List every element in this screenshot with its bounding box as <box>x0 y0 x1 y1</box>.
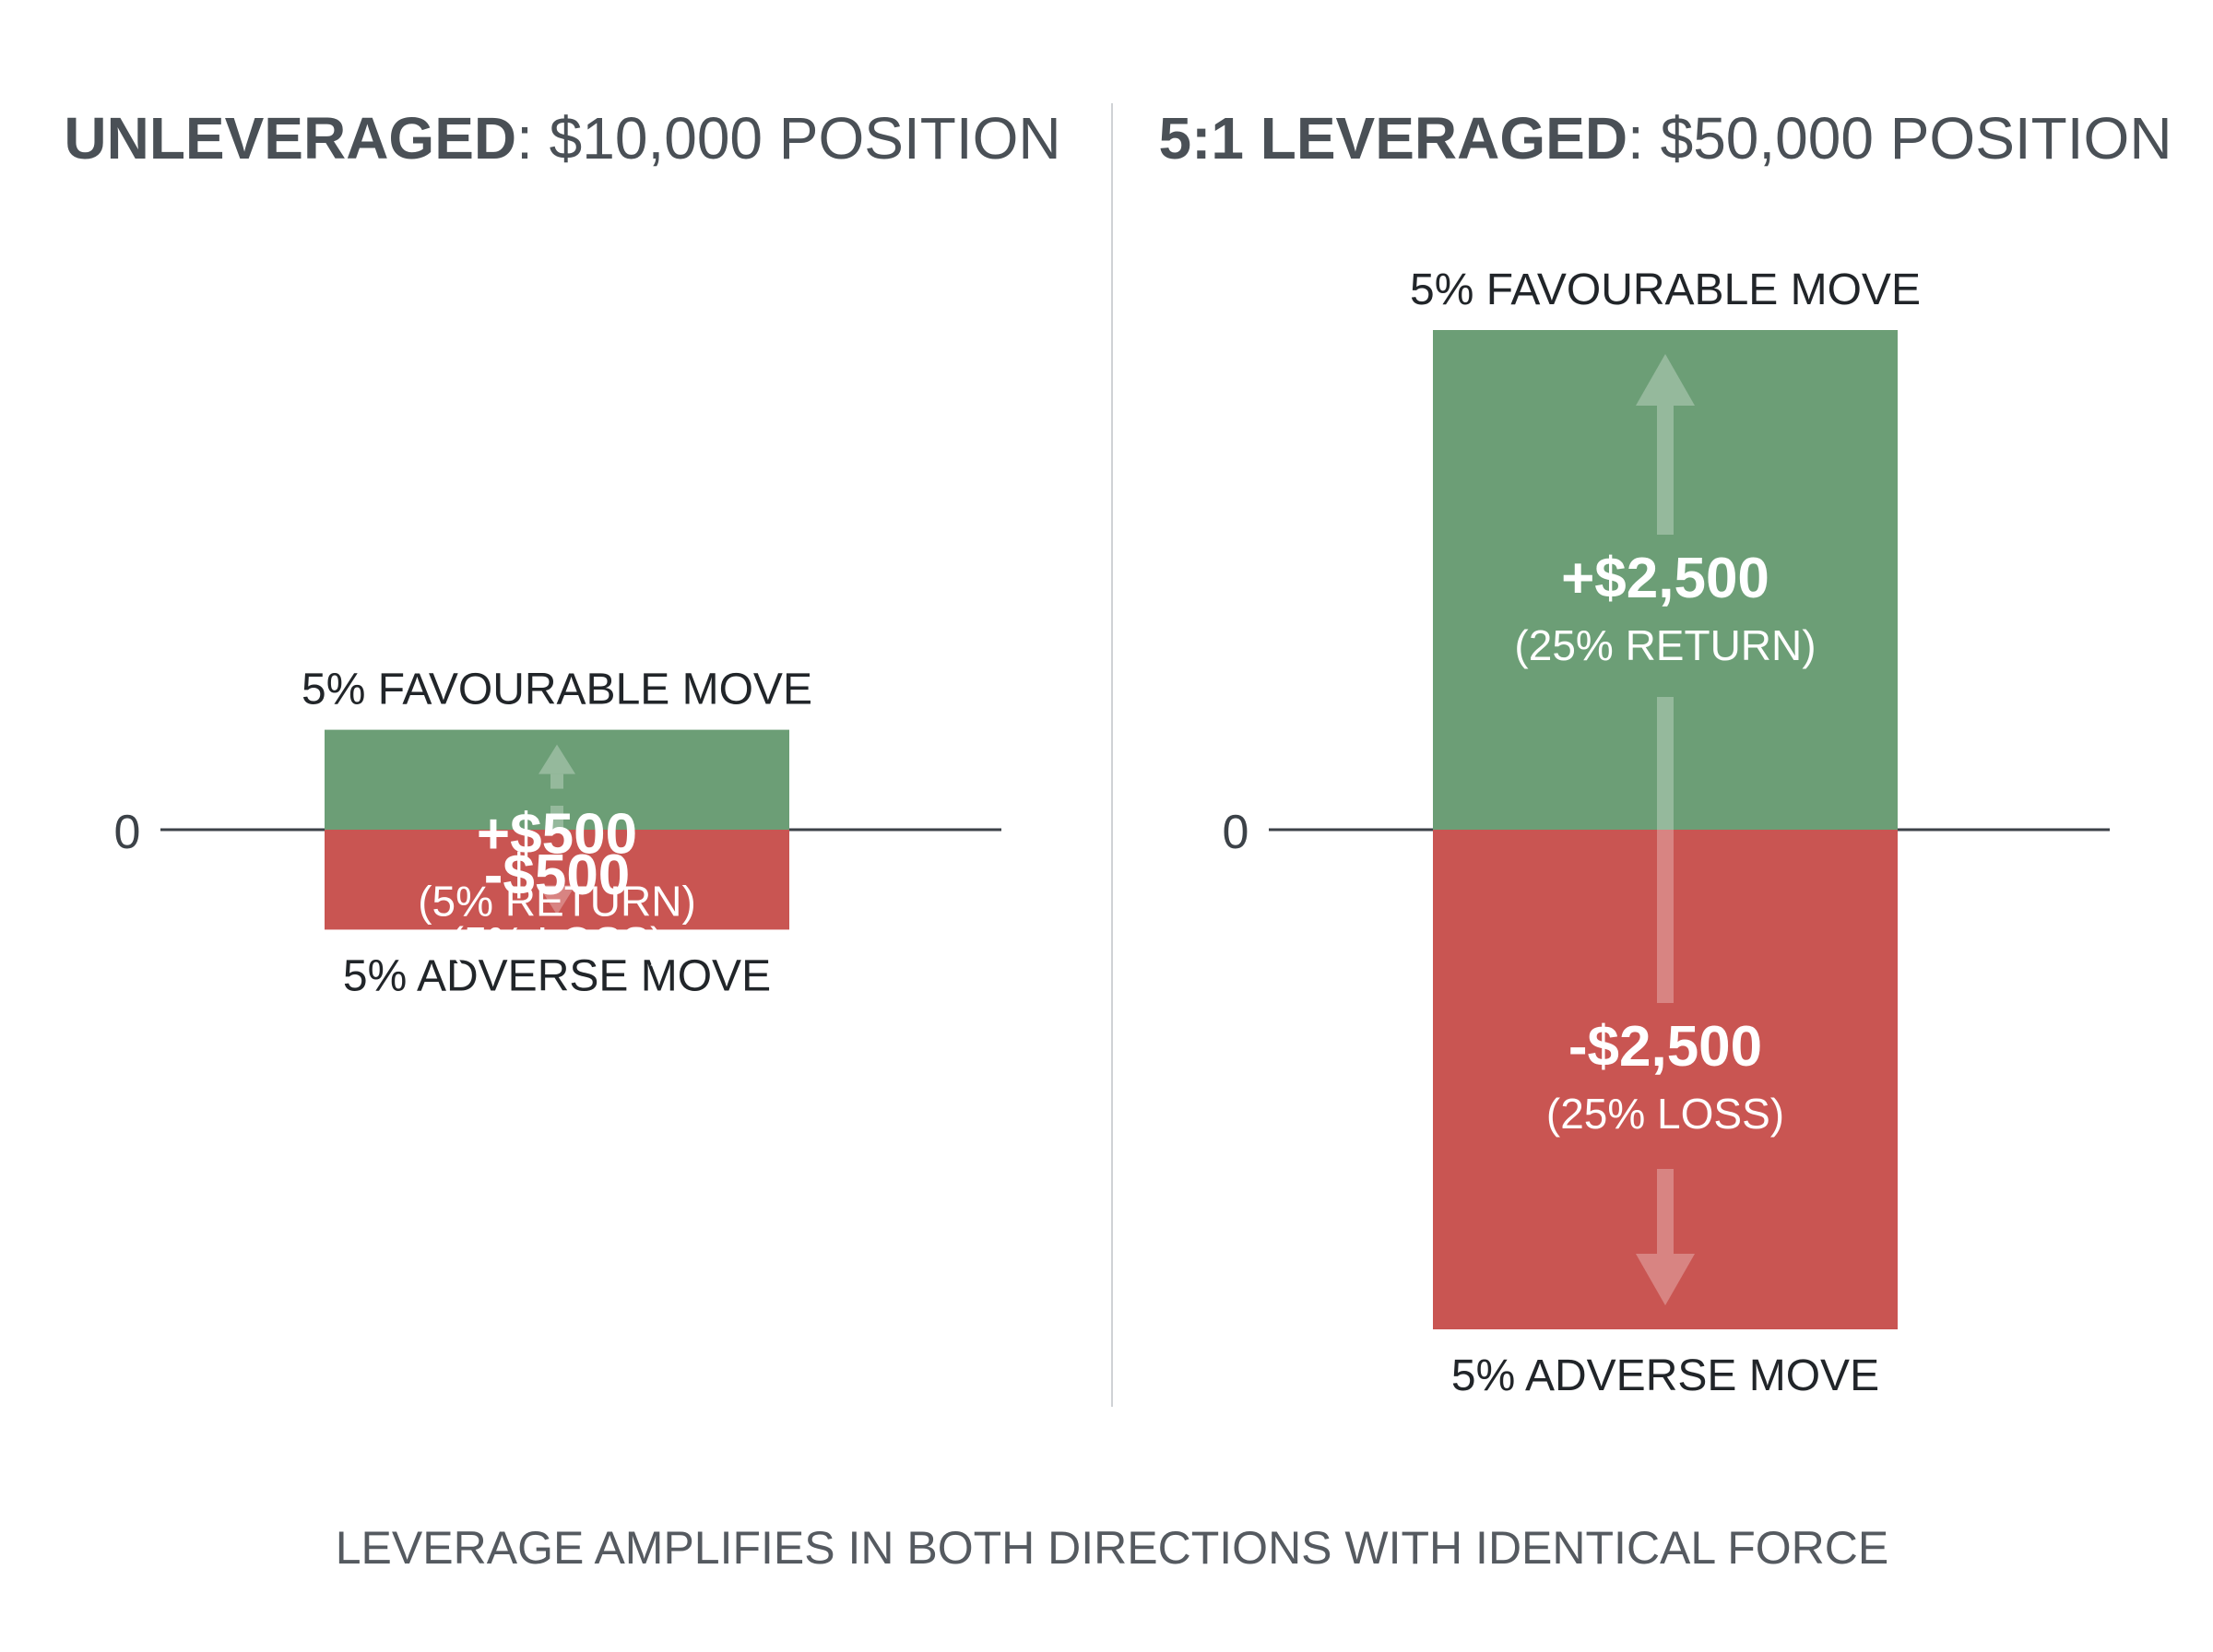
zero-axis-label: 0 <box>1223 806 1249 859</box>
panel-title-leveraged: 5:1 LEVERAGED: $50,000 POSITION <box>1158 105 2172 171</box>
arrow-down-lead <box>1657 830 1674 1003</box>
gain-bar <box>325 729 789 830</box>
arrow-down-head <box>1636 1254 1695 1305</box>
loss-value-label: -$2,500 <box>1568 1015 1762 1079</box>
loss-bar <box>325 830 789 930</box>
zero-axis-label: 0 <box>114 806 141 859</box>
arrow-down-head <box>538 885 575 915</box>
arrow-down-shaft <box>1657 1169 1674 1254</box>
arrow-up-head <box>538 744 575 774</box>
gain-percent-label: (25% RETURN) <box>1514 621 1816 669</box>
leveraged-panel: 5:1 LEVERAGED: $50,000 POSITION 0 5% FAV… <box>1158 105 2172 1400</box>
gain-bar <box>1433 330 1898 830</box>
arrow-up-head <box>1636 354 1695 406</box>
gain-value-label: +$500 <box>477 803 637 867</box>
loss-bar <box>1433 830 1898 1329</box>
arrow-down-icon <box>1636 830 1695 1305</box>
arrow-up-icon <box>1636 354 1695 830</box>
panel-title-bold: 5:1 LEVERAGED <box>1158 105 1627 171</box>
panel-title-rest: : $50,000 POSITION <box>1627 105 2172 171</box>
arrow-up-shaft <box>1657 406 1674 535</box>
loss-percent-label: (25% LOSS) <box>1546 1090 1784 1138</box>
arrow-up-icon <box>538 744 575 830</box>
favourable-move-label: 5% FAVOURABLE MOVE <box>1410 266 1921 314</box>
arrow-up-tail <box>1657 697 1674 830</box>
arrow-up-tail <box>550 806 563 830</box>
panel-title-bold: UNLEVERAGED <box>64 105 516 171</box>
panel-title-unleveraged: UNLEVERAGED: $10,000 POSITION <box>64 105 1060 171</box>
favourable-move-label: 5% FAVOURABLE MOVE <box>302 666 812 714</box>
panel-title-rest: : $10,000 POSITION <box>516 105 1061 171</box>
loss-value-label: -$500 <box>484 844 631 907</box>
adverse-move-label: 5% ADVERSE MOVE <box>1451 1351 1879 1400</box>
arrow-down-icon <box>538 885 575 915</box>
gain-percent-label: (5% RETURN) <box>418 878 696 926</box>
chart-caption: LEVERAGE AMPLIFIES IN BOTH DIRECTIONS WI… <box>336 1522 1889 1574</box>
arrow-up-shaft <box>550 773 563 789</box>
adverse-move-label: 5% ADVERSE MOVE <box>343 951 771 1000</box>
unleveraged-panel: UNLEVERAGED: $10,000 POSITION 0 5% FAVOU… <box>64 105 1060 1000</box>
gain-value-label: +$2,500 <box>1561 547 1769 610</box>
loss-percent-label: (5% LOSS) <box>450 918 665 966</box>
